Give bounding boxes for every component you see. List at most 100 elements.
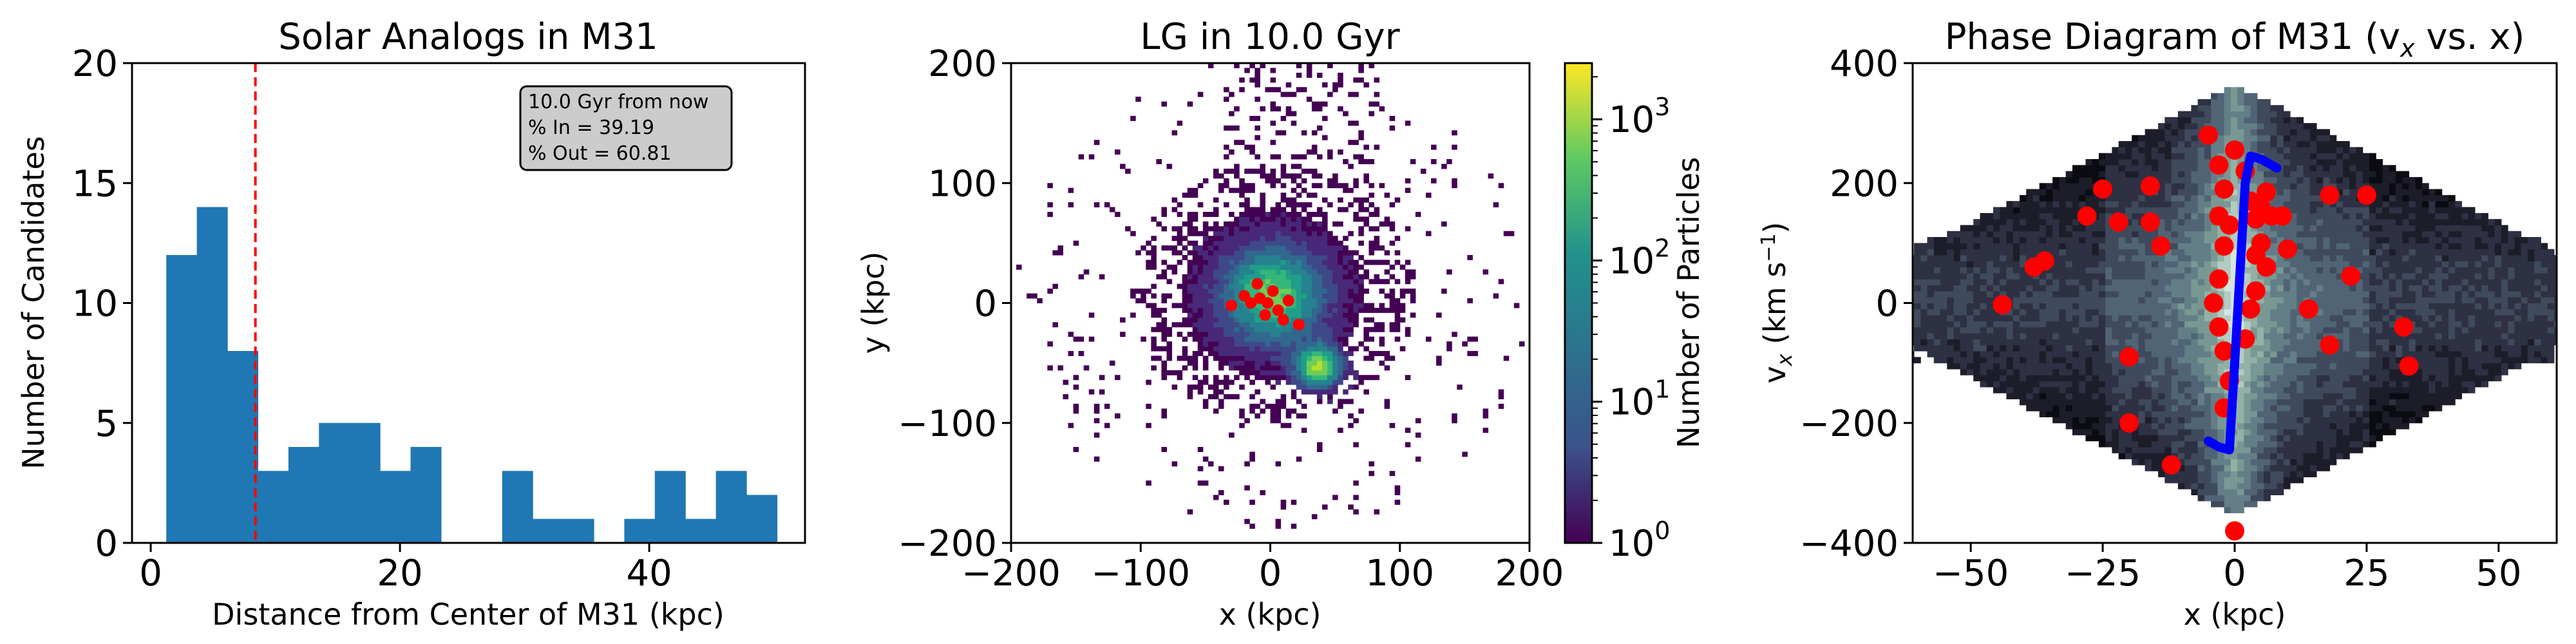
density-cell	[1275, 245, 1282, 251]
density-cell	[1187, 226, 1193, 232]
density-cell	[1265, 346, 1271, 352]
phase-density-cell	[2112, 386, 2119, 393]
phase-density-cell	[2105, 357, 2112, 364]
x-tick-label: 200	[1495, 553, 1564, 594]
phase-density-cell	[2191, 105, 2199, 111]
phase-density-cell	[2105, 297, 2112, 303]
phase-density-cell	[2297, 339, 2304, 346]
density-cell	[1270, 236, 1276, 242]
phase-density-cell	[2244, 237, 2251, 243]
phase-density-cell	[1960, 261, 1967, 268]
density-cell	[1187, 394, 1193, 399]
density-cell	[1187, 312, 1193, 318]
phase-density-cell	[2224, 507, 2231, 513]
phase-density-cell	[2085, 375, 2093, 382]
phase-density-cell	[2098, 321, 2106, 328]
phase-density-cell	[2184, 399, 2192, 406]
density-cell	[1202, 346, 1209, 352]
density-cell	[1109, 207, 1115, 213]
phase-density-cell	[2171, 255, 2179, 261]
phase-density-cell	[1947, 272, 1955, 279]
density-cell	[1316, 384, 1323, 390]
phase-density-cell	[1973, 357, 1981, 364]
phase-density-cell	[2171, 315, 2179, 321]
density-cell	[1301, 264, 1307, 270]
phase-density-cell	[2171, 297, 2179, 303]
phase-density-cell	[2211, 464, 2218, 471]
phase-density-cell	[2098, 165, 2106, 172]
density-cell	[1327, 355, 1333, 361]
phase-density-cell	[2211, 345, 2218, 352]
density-cell	[1275, 408, 1282, 414]
phase-density-cell	[2065, 201, 2073, 207]
density-cell	[1244, 260, 1250, 265]
phase-density-cell	[2065, 315, 2073, 321]
density-cell	[1311, 514, 1318, 520]
phase-density-cell	[2177, 404, 2185, 412]
phase-density-cell	[1933, 272, 1941, 279]
density-cell	[1363, 303, 1369, 308]
phase-density-cell	[1960, 297, 1967, 303]
phase-density-cell	[2316, 285, 2324, 292]
density-cell	[1224, 351, 1229, 356]
phase-density-cell	[2079, 189, 2086, 196]
density-cell	[1239, 327, 1245, 332]
phase-density-cell	[2132, 381, 2139, 388]
density-cell	[1239, 231, 1245, 236]
phase-density-cell	[2211, 171, 2218, 178]
phase-density-cell	[2065, 249, 2073, 256]
phase-density-cell	[2059, 393, 2067, 399]
phase-density-cell	[2118, 249, 2126, 256]
phase-density-cell	[2032, 225, 2040, 232]
density-cell	[1291, 255, 1297, 260]
phase-density-cell	[2303, 381, 2311, 388]
density-cell	[1224, 264, 1229, 270]
density-cell	[1202, 255, 1209, 260]
density-cell	[1311, 255, 1318, 260]
density-cell	[1327, 375, 1333, 381]
density-cell	[1394, 327, 1401, 332]
phase-density-cell	[2204, 308, 2211, 316]
phase-density-cell	[2026, 279, 2033, 286]
phase-density-cell	[2230, 201, 2238, 207]
phase-density-cell	[2132, 429, 2139, 435]
phase-density-cell	[2270, 482, 2278, 489]
phase-density-cell	[1973, 297, 1981, 303]
density-cell	[1130, 312, 1136, 318]
phase-density-cell	[2092, 297, 2099, 303]
density-cell	[1374, 327, 1380, 332]
phase-density-cell	[2297, 255, 2304, 261]
density-cell	[1301, 236, 1307, 242]
phase-density-cell	[2316, 417, 2324, 424]
phase-density-cell	[2085, 189, 2093, 196]
phase-density-cell	[2270, 399, 2278, 406]
density-cell	[1301, 245, 1307, 251]
density-cell	[1260, 260, 1265, 265]
phase-density-cell	[2138, 411, 2146, 417]
phase-density-cell	[2177, 141, 2185, 147]
density-cell	[1229, 322, 1235, 328]
density-cell	[1156, 346, 1162, 352]
density-cell	[1213, 279, 1219, 285]
density-cell	[1311, 346, 1318, 352]
density-cell	[1348, 260, 1354, 265]
phase-density-cell	[2316, 219, 2324, 225]
density-cell	[1358, 375, 1364, 381]
phase-density-cell	[2059, 339, 2067, 346]
phase-density-cell	[2217, 459, 2225, 466]
density-cell	[1348, 120, 1354, 126]
phase-density-cell	[2118, 327, 2126, 334]
phase-density-cell	[2303, 279, 2311, 286]
phase-density-cell	[2105, 411, 2112, 417]
phase-density-cell	[2197, 440, 2205, 448]
phase-density-cell	[2059, 411, 2067, 417]
phase-density-cell	[2019, 351, 2027, 357]
density-cell	[1161, 375, 1167, 381]
phase-density-cell	[2065, 399, 2073, 406]
density-cell	[1301, 360, 1307, 366]
phase-density-cell	[2184, 297, 2192, 303]
phase-density-cell	[2283, 183, 2291, 190]
phase-density-cell	[2072, 285, 2079, 292]
phase-density-cell	[2244, 375, 2251, 382]
phase-density-cell	[2297, 123, 2304, 129]
